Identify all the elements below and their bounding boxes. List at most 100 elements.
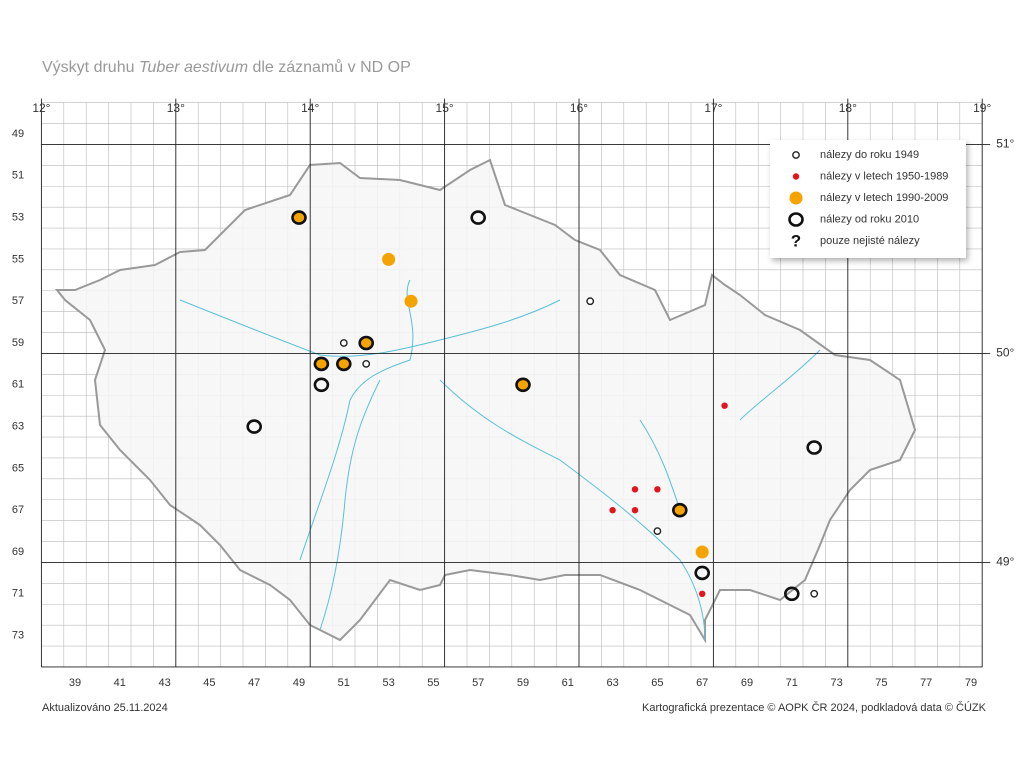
finding-since-2010	[335, 356, 352, 372]
finding-since-2010	[783, 586, 800, 602]
legend-label: pouze nejisté nálezy	[820, 235, 920, 247]
finding-since-2010	[806, 440, 823, 455]
finding-1990-2009	[292, 211, 306, 225]
column-label: 51	[338, 677, 350, 689]
column-label: 47	[248, 677, 260, 689]
longitude-label: 14°	[301, 101, 319, 115]
title: Výskyt druhu Tuber aestivum dle záznamů …	[42, 58, 411, 76]
finding-pre-1949	[339, 339, 348, 347]
finding-pre-1949	[586, 297, 595, 306]
longitude-label: 12°	[32, 101, 50, 115]
column-label: 57	[472, 677, 484, 689]
row-label: 61	[12, 379, 24, 391]
legend-label: nálezy v letech 1950-1989	[820, 170, 948, 182]
finding-pre-1949	[810, 589, 819, 598]
rivers	[179, 279, 821, 641]
longitude-label: 16°	[570, 101, 588, 115]
title-suffix: dle záznamů v ND OP	[248, 58, 411, 76]
finding-since-2010	[246, 419, 262, 434]
row-label: 71	[12, 588, 24, 600]
column-label: 49	[293, 677, 305, 689]
finding-1990-2009	[695, 545, 709, 559]
legend-label: nálezy do roku 1949	[820, 149, 919, 161]
finding-pre-1949	[362, 359, 371, 368]
row-label: 53	[12, 212, 24, 224]
credits: Kartografická prezentace © AOPK ČR 2024,…	[642, 701, 987, 714]
finding-since-2010	[694, 565, 711, 581]
findings	[246, 210, 823, 602]
latitude-label: 51°	[996, 137, 1014, 151]
country-outline	[54, 158, 917, 644]
finding-since-2010	[515, 377, 531, 393]
column-label: 41	[114, 677, 126, 689]
column-label: 67	[696, 677, 708, 689]
column-label: 53	[382, 677, 394, 689]
longitude-label: 17°	[704, 101, 722, 115]
finding-1990-2009	[382, 252, 396, 266]
finding-since-2010	[358, 335, 375, 351]
row-label: 73	[12, 630, 24, 642]
finding-1990-2009	[789, 191, 803, 205]
finding-pre-1949	[792, 151, 800, 159]
legend-items: nálezy do roku 1949 nálezy v letech 1950-…	[788, 149, 948, 250]
column-label: 55	[427, 677, 439, 689]
finding-1990-2009	[673, 503, 687, 517]
title-prefix: Výskyt druhu	[42, 59, 139, 76]
row-label: 65	[12, 462, 24, 474]
row-label: 49	[12, 128, 24, 140]
finding-1990-2009	[337, 357, 351, 371]
row-label: 55	[12, 253, 24, 265]
row-label: 63	[12, 421, 24, 433]
column-label: 39	[69, 677, 81, 689]
column-label: 61	[562, 677, 574, 689]
column-label: 71	[786, 677, 798, 689]
row-label: 69	[12, 546, 24, 558]
finding-1950-1989	[654, 486, 661, 493]
column-label: 79	[965, 677, 977, 689]
row-label: 51	[12, 170, 24, 182]
finding-since-2010	[671, 502, 688, 518]
finding-1990-2009	[404, 294, 418, 308]
latitude-label: 50°	[996, 346, 1014, 360]
legend-box	[770, 140, 966, 258]
finding-since-2010	[291, 210, 307, 225]
finding-1990-2009	[516, 378, 530, 392]
finding-1950-1989	[792, 173, 800, 180]
column-label: 45	[203, 677, 215, 689]
row-label: 59	[12, 337, 24, 349]
row-label: 57	[12, 295, 24, 307]
title-species: Tuber aestivum	[139, 59, 248, 76]
finding-pre-1949	[653, 527, 662, 535]
column-label: 69	[741, 677, 753, 689]
frame: 12° 13° 14° 15° 16° 17° 18° 19° 51° 50° 49° 49 51 53 5…	[12, 98, 1015, 689]
legend: nálezy do roku 1949 nálezy v letech 1950-…	[770, 140, 966, 258]
finding-since-2010	[788, 212, 804, 227]
legend-label: nálezy od roku 2010	[820, 213, 919, 225]
column-label: 59	[517, 677, 529, 689]
finding-1950-1989	[721, 402, 728, 409]
column-label: 75	[875, 677, 887, 689]
longitude-label: 18°	[839, 101, 857, 115]
finding-1950-1989	[631, 507, 639, 514]
legend-label: nálezy v letech 1990-2009	[820, 192, 948, 204]
update-note: Aktualizováno 25.11.2024	[42, 702, 168, 714]
longitude-label: 19°	[973, 101, 991, 115]
finding-1950-1989	[609, 507, 616, 514]
column-label: 73	[830, 677, 842, 689]
column-label: 65	[651, 677, 663, 689]
finding-1990-2009	[359, 336, 373, 350]
longitude-label: 13°	[167, 101, 185, 115]
column-label: 63	[606, 677, 618, 689]
longitude-label: 15°	[436, 101, 454, 115]
finding-since-2010	[313, 356, 330, 372]
finding-1950-1989	[631, 486, 639, 493]
column-label: 43	[158, 677, 170, 689]
column-label: 77	[920, 677, 932, 689]
row-label: 67	[12, 504, 24, 516]
finding-since-2010	[313, 377, 330, 393]
latitude-label: 49°	[996, 555, 1014, 569]
finding-since-2010	[470, 210, 487, 225]
finding-1950-1989	[699, 590, 706, 597]
uncertain-finding-symbol: ?	[791, 231, 801, 250]
